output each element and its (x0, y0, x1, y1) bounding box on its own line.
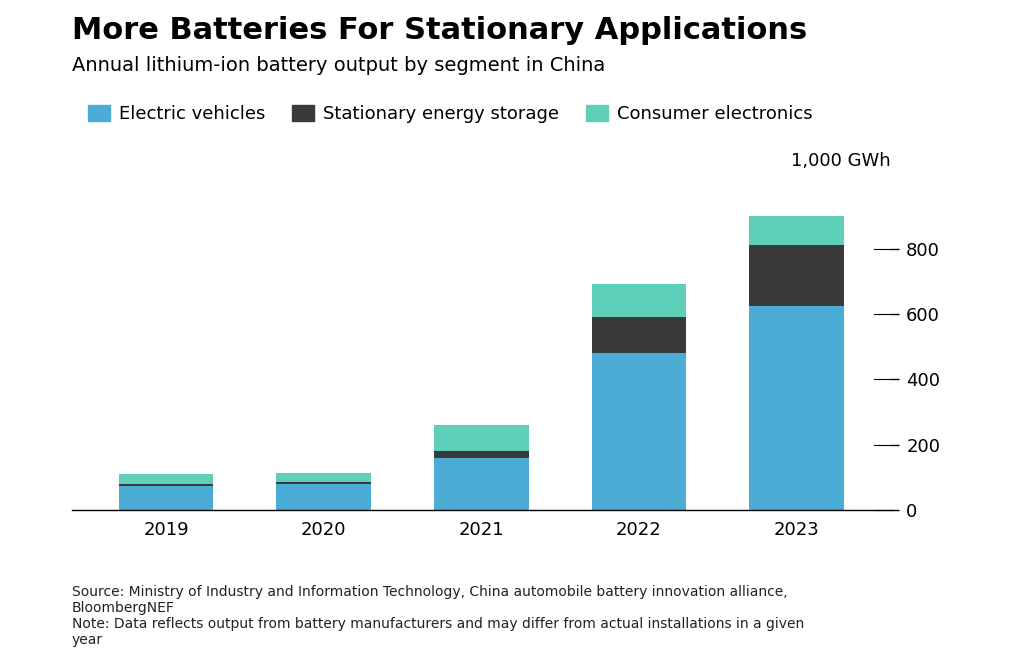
Bar (434, 451, 528, 458)
Bar (592, 317, 686, 353)
Bar (119, 485, 213, 510)
Text: Source: Ministry of Industry and Information Technology, China automobile batter: Source: Ministry of Industry and Informa… (72, 585, 804, 647)
Bar (592, 353, 686, 510)
Bar (119, 484, 213, 485)
Text: Annual lithium-ion battery output by segment in China: Annual lithium-ion battery output by seg… (72, 56, 605, 75)
Bar (276, 472, 371, 483)
Bar (750, 216, 844, 245)
Text: More Batteries For Stationary Applications: More Batteries For Stationary Applicatio… (72, 16, 807, 45)
Bar (434, 425, 528, 451)
Bar (119, 474, 213, 484)
Bar (276, 484, 371, 510)
Text: 1,000 GWh: 1,000 GWh (792, 152, 891, 170)
Bar (750, 245, 844, 306)
Bar (276, 483, 371, 484)
Bar (592, 284, 686, 317)
Bar (434, 458, 528, 510)
Bar (750, 306, 844, 510)
Legend: Electric vehicles, Stationary energy storage, Consumer electronics: Electric vehicles, Stationary energy sto… (81, 97, 819, 130)
